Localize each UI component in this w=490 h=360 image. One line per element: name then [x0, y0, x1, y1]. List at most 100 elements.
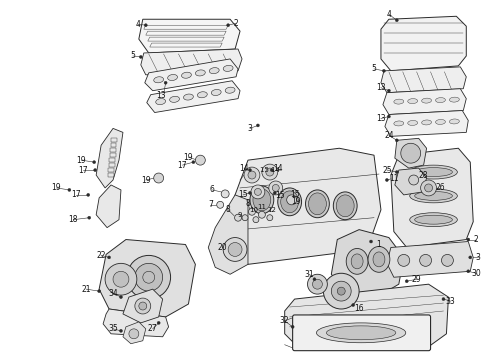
Text: 5: 5 [130, 51, 135, 60]
Polygon shape [147, 81, 240, 113]
Circle shape [266, 168, 274, 176]
Circle shape [398, 255, 410, 266]
Polygon shape [99, 239, 196, 317]
Text: 11: 11 [257, 204, 267, 210]
Circle shape [272, 184, 279, 192]
Ellipse shape [415, 168, 452, 176]
Circle shape [469, 256, 472, 259]
Text: 25: 25 [382, 166, 392, 175]
Ellipse shape [223, 66, 233, 71]
Polygon shape [383, 89, 466, 114]
Circle shape [139, 302, 147, 310]
Text: 6: 6 [210, 185, 215, 194]
Text: 4: 4 [387, 10, 392, 19]
Ellipse shape [394, 99, 404, 104]
Polygon shape [381, 16, 466, 71]
Circle shape [135, 264, 163, 291]
Ellipse shape [410, 213, 457, 227]
Text: 14: 14 [273, 163, 283, 172]
Ellipse shape [225, 87, 235, 93]
Circle shape [337, 287, 345, 295]
Text: 13: 13 [376, 114, 386, 123]
Circle shape [164, 81, 167, 84]
Polygon shape [381, 67, 466, 93]
Text: 3: 3 [476, 253, 481, 262]
Text: 19: 19 [184, 153, 193, 162]
Ellipse shape [346, 248, 368, 274]
Circle shape [87, 193, 90, 196]
Circle shape [88, 216, 91, 219]
Circle shape [251, 185, 265, 199]
Ellipse shape [408, 121, 417, 125]
Circle shape [248, 192, 251, 194]
FancyBboxPatch shape [293, 315, 431, 351]
Ellipse shape [415, 192, 452, 201]
Circle shape [308, 274, 327, 294]
Text: 21: 21 [81, 285, 91, 294]
Polygon shape [208, 195, 248, 274]
Circle shape [409, 175, 418, 185]
Circle shape [120, 296, 122, 298]
Ellipse shape [253, 189, 271, 211]
Ellipse shape [306, 190, 329, 218]
Polygon shape [103, 309, 169, 337]
Text: 22: 22 [97, 251, 106, 260]
Ellipse shape [410, 165, 457, 179]
Circle shape [139, 55, 142, 58]
Text: 33: 33 [445, 297, 455, 306]
Circle shape [291, 325, 294, 328]
Circle shape [248, 171, 256, 179]
Ellipse shape [410, 189, 457, 203]
Circle shape [196, 155, 205, 165]
Ellipse shape [449, 119, 459, 124]
Ellipse shape [373, 252, 385, 267]
Circle shape [154, 173, 164, 183]
Polygon shape [141, 49, 242, 75]
Text: 2: 2 [474, 235, 479, 244]
Ellipse shape [278, 188, 301, 216]
Polygon shape [139, 19, 240, 53]
Circle shape [420, 180, 437, 196]
Text: 11: 11 [389, 174, 398, 183]
Circle shape [369, 240, 372, 243]
Polygon shape [145, 59, 238, 91]
Text: 17: 17 [72, 190, 81, 199]
Ellipse shape [421, 98, 432, 103]
Circle shape [467, 238, 470, 241]
Circle shape [395, 139, 398, 142]
Text: 15: 15 [238, 190, 248, 199]
Circle shape [262, 164, 278, 180]
Circle shape [331, 281, 351, 301]
Text: 19: 19 [51, 184, 61, 193]
Text: 2: 2 [234, 19, 239, 28]
Text: 17: 17 [178, 161, 187, 170]
Ellipse shape [436, 120, 445, 125]
Circle shape [192, 161, 195, 164]
Ellipse shape [368, 247, 390, 272]
Text: 20: 20 [218, 243, 227, 252]
Circle shape [267, 215, 273, 221]
Text: 1: 1 [377, 240, 381, 249]
Text: 13: 13 [376, 83, 386, 92]
Ellipse shape [281, 191, 298, 213]
Polygon shape [391, 148, 473, 247]
Polygon shape [123, 289, 163, 323]
Circle shape [221, 190, 229, 198]
Circle shape [256, 124, 259, 127]
Circle shape [258, 211, 266, 218]
Text: 4: 4 [135, 20, 140, 29]
Text: 9: 9 [238, 212, 242, 218]
Polygon shape [96, 185, 121, 228]
Ellipse shape [168, 75, 177, 81]
Text: 34: 34 [108, 289, 118, 298]
Text: 12: 12 [268, 207, 276, 213]
Circle shape [313, 278, 316, 281]
Circle shape [419, 255, 432, 266]
Text: 19: 19 [291, 197, 300, 206]
Circle shape [127, 255, 171, 299]
Text: 8: 8 [226, 205, 230, 214]
Circle shape [144, 24, 147, 27]
Circle shape [228, 243, 242, 256]
Text: 3: 3 [247, 124, 252, 133]
Circle shape [442, 298, 445, 301]
